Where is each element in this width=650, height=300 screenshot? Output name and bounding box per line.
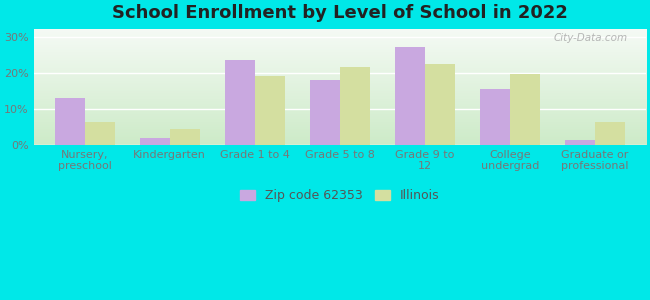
Bar	[510, 74, 540, 145]
Text: City-Data.com: City-Data.com	[553, 33, 627, 43]
Legend: Zip code 62353, Illinois: Zip code 62353, Illinois	[240, 189, 440, 203]
Bar	[310, 80, 340, 145]
Bar	[340, 67, 370, 145]
Bar	[84, 122, 114, 145]
Title: School Enrollment by Level of School in 2022: School Enrollment by Level of School in …	[112, 4, 567, 22]
Bar	[395, 47, 425, 145]
Bar	[170, 129, 200, 145]
Bar	[140, 138, 170, 145]
Bar	[255, 76, 285, 145]
Bar	[480, 89, 510, 145]
Bar	[225, 60, 255, 145]
Bar	[425, 64, 454, 145]
Bar	[595, 122, 625, 145]
Bar	[55, 98, 84, 145]
Bar	[565, 140, 595, 145]
